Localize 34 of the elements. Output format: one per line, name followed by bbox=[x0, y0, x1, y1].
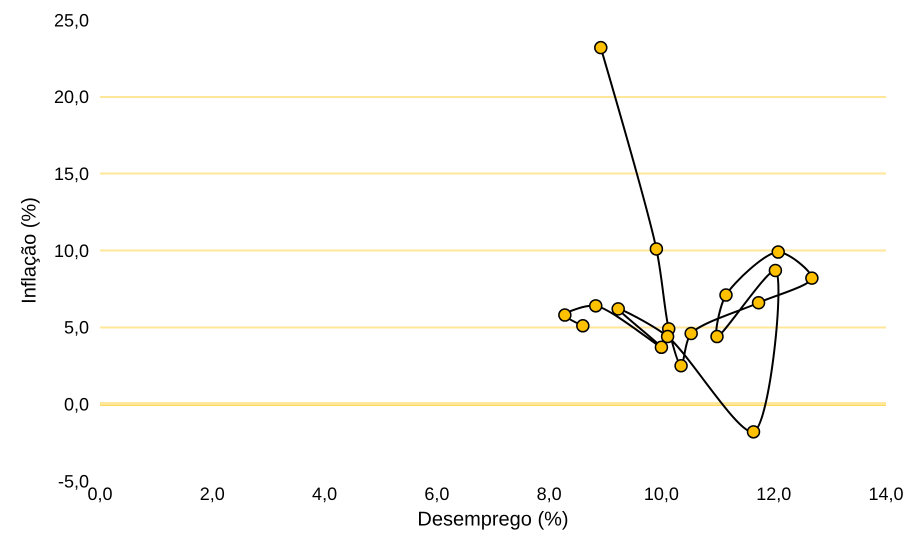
point bbox=[752, 296, 766, 310]
x-tick-label: 8,0 bbox=[536, 484, 562, 504]
x-tick-label: 12,0 bbox=[756, 484, 792, 504]
point bbox=[771, 245, 785, 259]
point bbox=[710, 330, 724, 344]
x-tick-label: 4,0 bbox=[312, 484, 338, 504]
y-tick-label: 10,0 bbox=[54, 240, 89, 261]
point bbox=[588, 299, 602, 313]
point bbox=[719, 288, 733, 302]
x-tick-label: 0,0 bbox=[87, 484, 113, 504]
point bbox=[654, 340, 668, 354]
x-tick-label: 6,0 bbox=[424, 484, 450, 504]
point bbox=[650, 242, 664, 256]
y-tick-label: 5,0 bbox=[64, 318, 89, 338]
point bbox=[805, 271, 819, 285]
y-tick-label: 20,0 bbox=[54, 87, 89, 108]
y-tick-label: -5,0 bbox=[58, 471, 89, 492]
y-tick-label: 15,0 bbox=[54, 164, 89, 184]
point bbox=[576, 319, 590, 333]
point bbox=[746, 425, 760, 439]
y-tick-label: 0,0 bbox=[64, 394, 89, 414]
point bbox=[660, 330, 674, 344]
x-tick-label: 14,0 bbox=[868, 484, 904, 504]
x-tick-label: 10,0 bbox=[644, 484, 679, 504]
point bbox=[594, 40, 608, 54]
y-tick-label: 25,0 bbox=[54, 10, 89, 30]
point bbox=[684, 326, 698, 340]
x-tick-label: 2,0 bbox=[200, 484, 225, 504]
point bbox=[768, 264, 782, 278]
point bbox=[611, 302, 625, 316]
point bbox=[558, 308, 572, 322]
point bbox=[674, 359, 688, 372]
y-axis-title: Inflação (%) bbox=[18, 197, 40, 304]
x-axis-title: Desemprego (%) bbox=[417, 508, 569, 530]
